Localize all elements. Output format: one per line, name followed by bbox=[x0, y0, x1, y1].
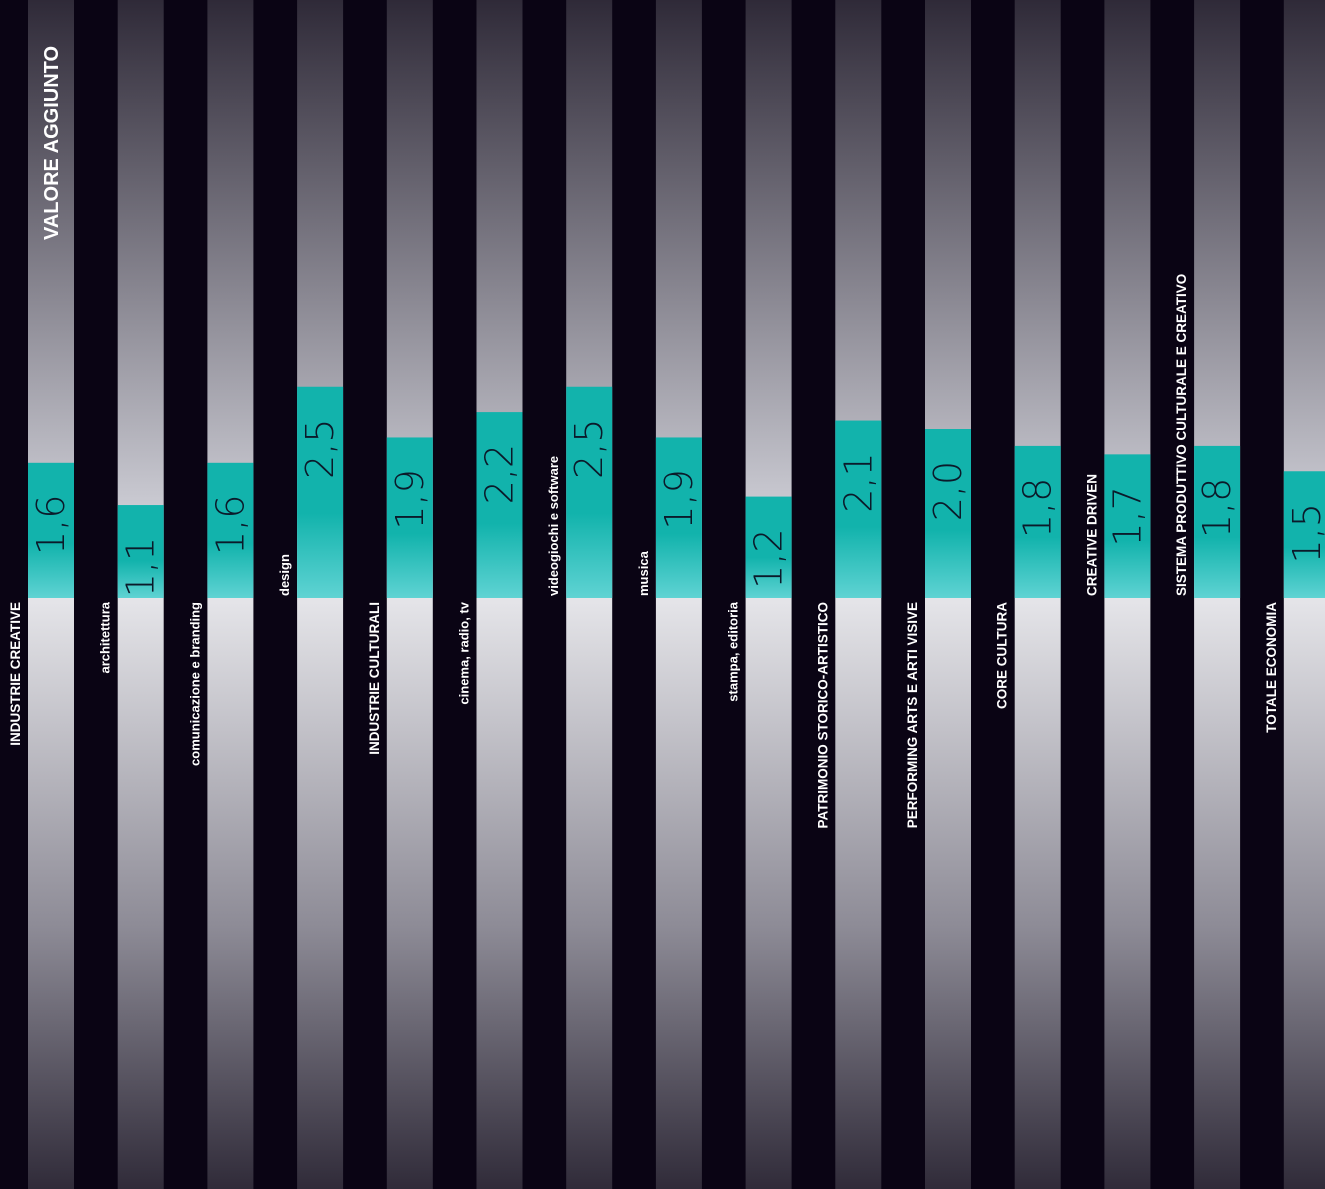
bar bbox=[566, 386, 613, 598]
bar bbox=[386, 437, 433, 598]
bar bbox=[476, 412, 523, 598]
value-label: 1,8 bbox=[1195, 478, 1239, 538]
bar bbox=[297, 386, 344, 598]
category-label: comunicazione e branding bbox=[187, 602, 202, 766]
bar bbox=[117, 505, 164, 598]
bars-layer bbox=[28, 386, 1325, 598]
value-label: 2,1 bbox=[836, 452, 880, 512]
value-label: 1,9 bbox=[657, 469, 701, 529]
value-label: 1,6 bbox=[29, 495, 73, 555]
category-label: INDUSTRIE CREATIVE bbox=[8, 602, 23, 746]
category-label: TOTALE ECONOMIA bbox=[1264, 602, 1279, 733]
category-label: PERFORMING ARTS E ARTI VISIVE bbox=[905, 602, 920, 828]
category-label: design bbox=[277, 554, 292, 596]
category-label: PATRIMONIO STORICO-ARTISTICO bbox=[815, 602, 830, 829]
value-label: 1,5 bbox=[1285, 503, 1325, 563]
value-label: 1,8 bbox=[1016, 478, 1060, 538]
bar bbox=[1014, 445, 1061, 598]
bar bbox=[655, 437, 702, 598]
chart-title: VALORE AGGIUNTO bbox=[41, 46, 63, 240]
category-label: stampa, editoria bbox=[726, 601, 741, 701]
bar bbox=[207, 462, 254, 598]
value-label: 1,9 bbox=[388, 469, 432, 529]
value-label: 2,0 bbox=[926, 461, 970, 521]
value-label: 1,6 bbox=[208, 495, 252, 555]
category-label: SISTEMA PRODUTTIVO CULTURALE E CREATIVO bbox=[1174, 274, 1189, 596]
bar bbox=[835, 420, 882, 598]
value-label: 1,7 bbox=[1105, 486, 1149, 546]
value-label: 1,2 bbox=[747, 528, 791, 588]
category-label: musica bbox=[636, 550, 651, 596]
category-label: INDUSTRIE CULTURALI bbox=[367, 602, 382, 755]
bar bbox=[1104, 454, 1151, 598]
bar bbox=[745, 496, 792, 598]
category-label: videogiochi e software bbox=[546, 456, 561, 596]
category-label: CORE CULTURA bbox=[995, 602, 1010, 709]
bar bbox=[28, 462, 74, 598]
bar bbox=[1194, 445, 1241, 598]
value-label: 2,5 bbox=[567, 419, 611, 479]
value-label: 2,5 bbox=[298, 419, 342, 479]
bar bbox=[925, 429, 971, 598]
bar bbox=[1283, 471, 1325, 598]
category-label: CREATIVE DRIVEN bbox=[1084, 474, 1099, 596]
value-label: 1,1 bbox=[119, 537, 163, 597]
value-label: 2,2 bbox=[478, 444, 522, 504]
labels-layer: 1,6 INDUSTRIE CREATIVE 1,1 architettura 1,6 c… bbox=[8, 274, 1325, 829]
category-label: architettura bbox=[98, 601, 113, 673]
category-label: cinema, radio, tv bbox=[457, 601, 472, 704]
